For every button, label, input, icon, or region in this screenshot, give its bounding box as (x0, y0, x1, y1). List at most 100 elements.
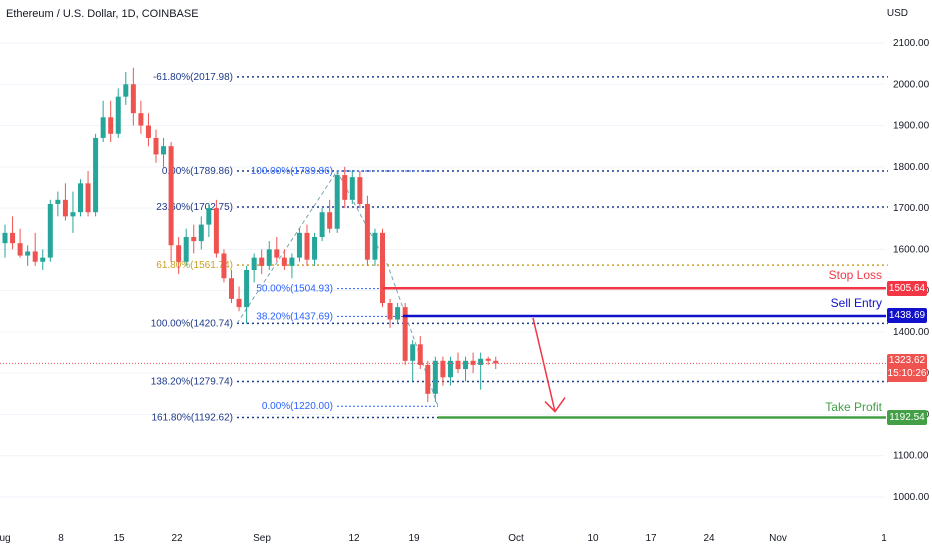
time-axis-label: 1 (881, 533, 887, 544)
candle-body (32, 251, 38, 262)
candle-body (485, 358, 491, 361)
price-axis-label: 2100.00 (893, 38, 930, 49)
candle-body (55, 199, 61, 204)
price-axis-label: 1900.00 (893, 121, 930, 132)
fib-level-label: 100.00%(1420.74) (151, 318, 233, 329)
candle-body (244, 270, 250, 308)
current-price-tag: 1323.62 15:10:26 (887, 354, 927, 383)
fib-level-label: 138.20%(1279.74) (151, 377, 233, 388)
time-axis-label: 24 (703, 533, 715, 544)
candle-body (78, 183, 83, 213)
candle-body (417, 344, 423, 365)
chart-title: Ethereum / U.S. Dollar, 1D, COINBASE (6, 8, 199, 20)
candle-body (93, 137, 99, 213)
candle-body (410, 344, 416, 361)
candle-body (2, 232, 8, 244)
candle-body (236, 298, 242, 308)
sell-entry-price-tag: 1438.69 (887, 308, 927, 324)
candle-body (296, 232, 302, 258)
candle-body (259, 257, 265, 266)
candle-body (191, 236, 197, 242)
candle-body (342, 175, 348, 200)
candle-body (432, 360, 438, 394)
fib-level-label: 100.00%(1789.86) (251, 166, 333, 177)
candle-body (312, 236, 318, 260)
time-axis-label: 10 (587, 533, 599, 544)
candle-body (380, 232, 385, 304)
time-axis-label: 22 (171, 533, 183, 544)
fib-level-label: -61.80%(2017.98) (153, 72, 233, 83)
candle-body (327, 212, 333, 229)
candle-body (372, 232, 378, 260)
time-axis-label: 12 (348, 533, 360, 544)
candle-body (145, 125, 151, 138)
candle-body (130, 84, 136, 114)
fib-level-label: 61.80%(1561.74) (156, 260, 233, 271)
candle-body (349, 177, 355, 200)
candle-body (274, 249, 280, 258)
take-profit-price-tag: 1192.54 (887, 410, 927, 426)
candle-body (364, 203, 370, 260)
candle-body (47, 203, 53, 258)
candle-body (455, 360, 461, 370)
time-axis-label: Oct (508, 533, 524, 544)
fib-level-label: 0.00%(1220.00) (262, 401, 333, 412)
candle-body (213, 208, 219, 254)
fib-level-label: 38.20%(1437.69) (256, 311, 333, 322)
candle-body (70, 212, 76, 217)
candle-body (123, 84, 129, 97)
fib-level-label: 23.60%(1702.75) (156, 202, 233, 213)
fib-zigzag (236, 170, 439, 407)
candle-body (470, 360, 476, 365)
candle-body (168, 146, 174, 246)
fib-level-label: 50.00%(1504.93) (256, 284, 333, 295)
candle-body (289, 257, 295, 266)
price-axis-label: 1700.00 (893, 203, 930, 214)
projection-arrow-shaft (532, 317, 556, 412)
time-axis-label: 15 (113, 533, 125, 544)
candle-body (304, 232, 310, 260)
time-axis-label: Nov (769, 533, 787, 544)
time-axis-label: ug (0, 533, 11, 544)
candle-body (266, 249, 272, 266)
time-axis-label: 19 (408, 533, 420, 544)
candle-body (251, 257, 257, 270)
candle-body (100, 117, 106, 138)
stop-loss-label: Stop Loss (828, 268, 882, 283)
candle-body (357, 177, 363, 204)
candle-body (334, 175, 340, 229)
candle-body (493, 360, 499, 364)
candle-body (395, 307, 401, 320)
projection-arrow-head (544, 397, 566, 413)
candle-body (161, 146, 167, 155)
candle-body (17, 243, 23, 256)
price-axis-label: 1400.00 (893, 327, 930, 338)
candle-body (229, 278, 234, 299)
sell-entry-label: Sell Entry (830, 295, 882, 310)
candle-body (221, 253, 227, 279)
price-axis-label: 1100.00 (893, 451, 929, 462)
current-price: 1323.62 (888, 355, 926, 367)
candle-body (153, 137, 159, 155)
time-axis-label: 8 (58, 533, 64, 544)
price-axis-label: 2000.00 (893, 79, 930, 90)
candle-body (62, 199, 68, 217)
candle-body (115, 96, 121, 134)
price-axis-label: 1800.00 (893, 162, 930, 173)
candle-body (440, 360, 446, 378)
candle-body (10, 232, 16, 244)
candle-body (85, 183, 91, 213)
time-axis-label: Sep (253, 533, 271, 544)
price-axis-label: 1600.00 (893, 244, 930, 255)
candle-body (183, 236, 189, 262)
take-profit-label: Take Profit (825, 399, 882, 414)
candle-body (198, 224, 204, 242)
currency-label: USD (886, 8, 908, 19)
fib-level-label: 161.80%(1192.62) (151, 413, 233, 424)
candle-body (402, 307, 408, 361)
candle-body (463, 360, 469, 370)
time-axis-label: 17 (645, 533, 657, 544)
candle-body (176, 245, 182, 262)
stop-loss-price-tag: 1505.64 (887, 280, 927, 296)
